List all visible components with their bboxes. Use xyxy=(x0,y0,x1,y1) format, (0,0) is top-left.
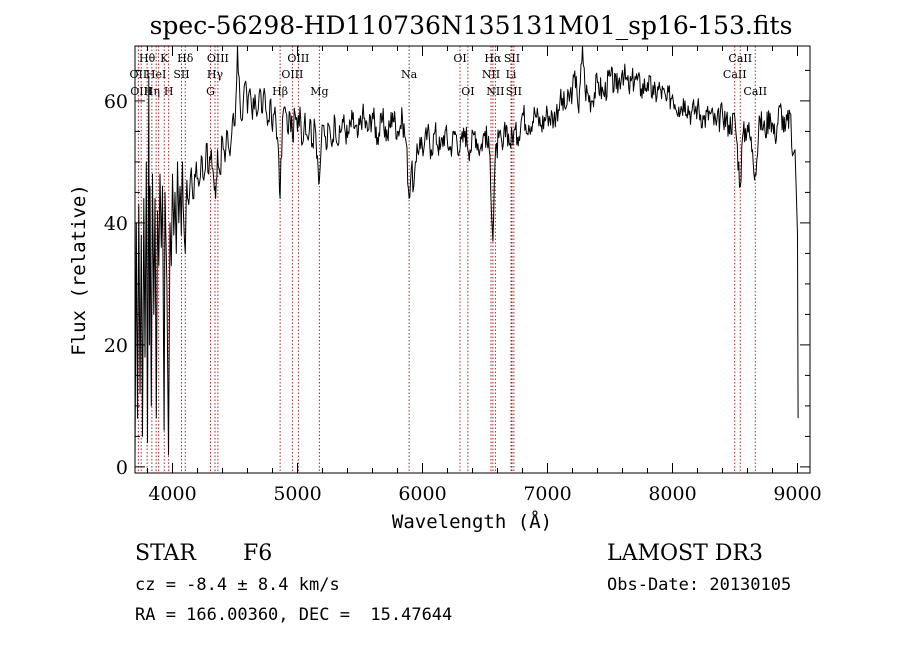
x-axis-label: Wavelength (Å) xyxy=(392,510,552,533)
x-tick-label: 4000 xyxy=(148,483,196,505)
x-tick-label: 7000 xyxy=(523,483,571,505)
observation-date: Obs-Date: 20130105 xyxy=(607,575,791,595)
x-tick-label: 5000 xyxy=(273,483,321,505)
spectral-line-label: NII xyxy=(482,68,500,81)
spectral-line-label: Na xyxy=(401,68,418,81)
spectral-line-label: OIII xyxy=(130,85,152,98)
spectral-line-label: OIII xyxy=(207,52,229,65)
y-axis-tick-labels: 0 20 40 60 xyxy=(104,91,128,479)
spectrum-line xyxy=(134,45,799,461)
spectral-line-labels: OII OIII Hθ Hη HeI K H SII Hδ G Hγ OIII Hβ OIII OIII Mg… xyxy=(130,52,768,98)
spectral-line-label: SII xyxy=(504,52,520,65)
spectral-line-label: G xyxy=(206,85,215,98)
spectral-line-label: Hα xyxy=(484,52,502,65)
spectral-line-label: K xyxy=(160,52,169,65)
ra-dec-coordinates: RA = 166.00360, DEC = 15.47644 xyxy=(135,605,452,625)
spectral-line-label: CaII xyxy=(723,68,747,81)
spectral-line-label: Hβ xyxy=(272,85,288,98)
spectral-line-label: CaII xyxy=(743,85,767,98)
spectral-line-label: OII xyxy=(130,68,148,81)
y-tick-label: 60 xyxy=(104,91,128,113)
spectral-line-markers xyxy=(137,46,756,473)
spectral-line-label: H xyxy=(164,85,174,98)
spectral-line-label: SII xyxy=(173,68,189,81)
redshift-cz: cz = -8.4 ± 8.4 km/s xyxy=(135,575,340,595)
spectral-line-label: Li xyxy=(506,68,517,81)
plot-frame xyxy=(134,45,811,474)
x-tick-label: 8000 xyxy=(648,483,696,505)
y-tick-label: 20 xyxy=(104,335,128,357)
spectral-line-label: Hγ xyxy=(207,68,224,81)
spectral-line-label: OIII xyxy=(281,68,303,81)
spectral-line-label: SII xyxy=(506,85,522,98)
spectral-line-label: OIII xyxy=(287,52,309,65)
survey-name: LAMOST DR3 xyxy=(607,541,763,566)
spectral-line-label: Hη xyxy=(144,85,160,98)
object-subclass: F6 xyxy=(243,541,272,566)
y-tick-label: 0 xyxy=(116,457,128,479)
x-tick-label: 9000 xyxy=(773,483,821,505)
x-axis-tick-labels: 4000 5000 6000 7000 8000 9000 xyxy=(148,483,821,505)
spectral-line-label: CaII xyxy=(728,52,752,65)
x-axis-ticks xyxy=(147,46,798,473)
spectral-line-label: OI xyxy=(461,85,474,98)
spectral-line-label: OI xyxy=(453,52,466,65)
object-class: STAR xyxy=(135,541,197,566)
spectral-line-label: Hδ xyxy=(177,52,194,65)
y-axis-ticks xyxy=(135,69,810,468)
y-axis-label: Flux (relative) xyxy=(68,184,90,356)
x-tick-label: 6000 xyxy=(398,483,446,505)
spectrum-series xyxy=(134,45,799,461)
spectral-line-label: Hθ xyxy=(139,52,156,65)
spectral-line-label: HeI xyxy=(146,68,166,81)
chart-title: spec-56298-HD110736N135131M01_sp16-153.f… xyxy=(150,11,793,40)
y-tick-label: 40 xyxy=(104,213,128,235)
spectral-line-label: Mg xyxy=(310,85,328,98)
spectral-line-label: NII xyxy=(486,85,504,98)
